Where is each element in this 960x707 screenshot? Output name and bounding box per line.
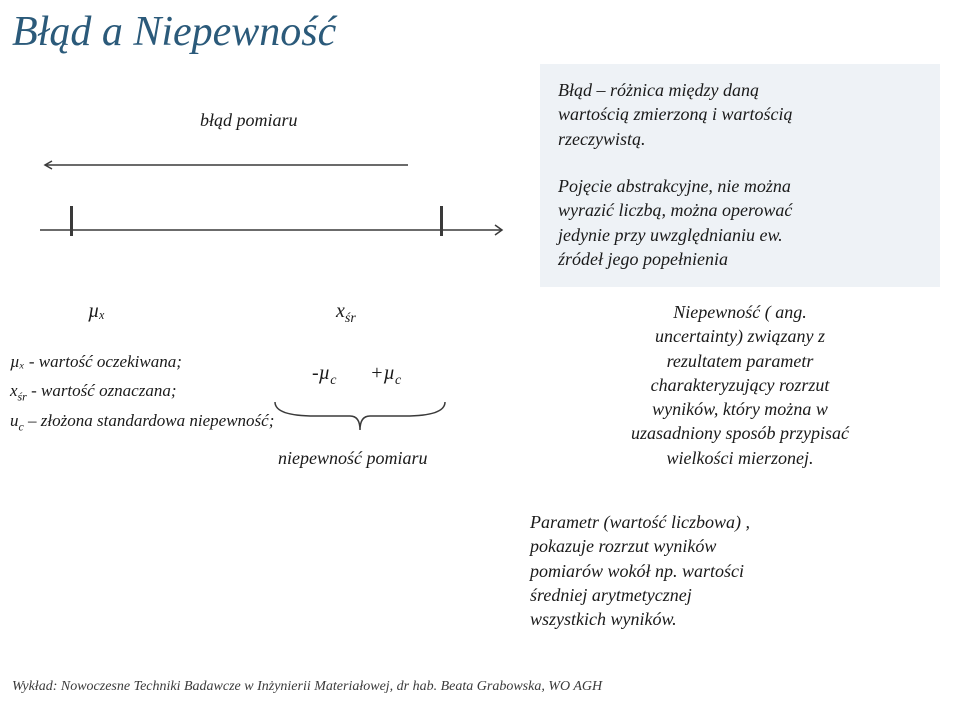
rt-line: wielkości mierzonej. (530, 446, 950, 470)
footer-citation: Wykład: Nowoczesne Techniki Badawcze w I… (12, 679, 942, 695)
rt-line: uzasadniony sposób przypisać (530, 421, 950, 445)
muc-minus-sub: c (330, 373, 336, 388)
callout-line: Błąd – różnica między daną (558, 78, 922, 102)
callout-error-def: Błąd – różnica między daną wartością zmi… (540, 64, 940, 167)
muc-plus-sym: +µ (370, 362, 395, 384)
rt-line: Parametr (wartość liczbowa) , (530, 510, 950, 534)
legend-text: - wartość oznaczana; (27, 381, 177, 400)
callout-line: Pojęcie abstrakcyjne, nie można (558, 174, 922, 198)
rt-line: wyników, który można w (530, 397, 950, 421)
legend-text: – złożona standardowa niepewność; (24, 411, 275, 430)
legend-sym: x (10, 381, 18, 400)
legend-text: - wartość oczekiwana; (25, 352, 182, 371)
uncertainty-definition: Niepewność ( ang. uncertainty) związany … (530, 300, 950, 470)
legend-sym: µₓ (10, 352, 25, 371)
uncertainty-label: niepewność pomiaru (278, 448, 427, 469)
rt-line: pomiarów wokół np. wartości (530, 559, 950, 583)
x-sr-marker: xśr (336, 300, 356, 327)
muc-minus-marker: -µc (312, 362, 336, 389)
tick-mu (70, 206, 73, 236)
rt-line: średniej arytmetycznej (530, 583, 950, 607)
uncertainty-brace (270, 400, 450, 436)
callout-line: jedynie przy uwzględnianiu ew. (558, 223, 922, 247)
legend-sub: śr (18, 389, 27, 403)
slide-title: Błąd a Niepewność (12, 8, 336, 56)
error-diagram: błąd pomiaru (10, 70, 520, 290)
mu-x-marker: µₓ (88, 300, 105, 323)
uncertainty-parameter: Parametr (wartość liczbowa) , pokazuje r… (530, 510, 950, 631)
rt-line: rezultatem parametr (530, 349, 950, 373)
rt-line: wszystkich wyników. (530, 607, 950, 631)
rt-line: pokazuje rozrzut wyników (530, 534, 950, 558)
rt-line: uncertainty) związany z (530, 324, 950, 348)
legend-row: xśr - wartość oznaczana; (10, 377, 305, 407)
x-sr-sym: x (336, 300, 345, 322)
muc-plus-sub: c (395, 373, 401, 388)
callout-line: wyrazić liczbą, można operować (558, 198, 922, 222)
muc-plus-marker: +µc (370, 362, 401, 389)
legend-row: µₓ - wartość oczekiwana; (10, 348, 305, 377)
callout-line: rzeczywistą. (558, 127, 922, 151)
tick-xsr (440, 206, 443, 236)
x-sr-sub: śr (345, 311, 356, 326)
rt-line: charakteryzujący rozrzut (530, 373, 950, 397)
legend-row: uc – złożona standardowa niepewność; (10, 407, 305, 437)
legend: µₓ - wartość oczekiwana; xśr - wartość o… (10, 348, 305, 436)
callout-line: źródeł jego popełnienia (558, 247, 922, 271)
legend-sym: u (10, 411, 19, 430)
rt-line: Niepewność ( ang. (530, 300, 950, 324)
callout-error-abstract: Pojęcie abstrakcyjne, nie można wyrazić … (540, 160, 940, 287)
muc-minus-sym: -µ (312, 362, 330, 384)
error-label: błąd pomiaru (200, 110, 298, 131)
callout-line: wartością zmierzoną i wartością (558, 102, 922, 126)
error-arrow (40, 160, 410, 170)
